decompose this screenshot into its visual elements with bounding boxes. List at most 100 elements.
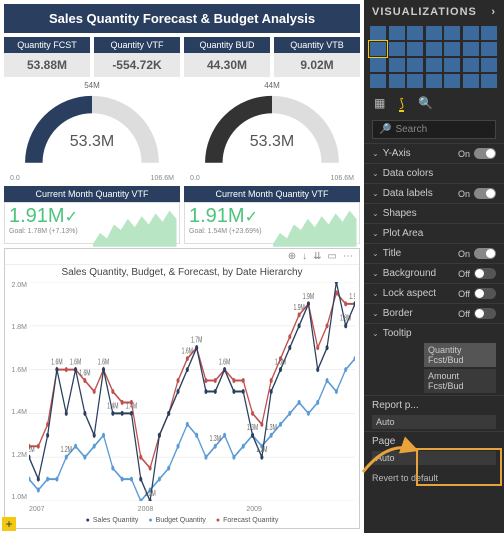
kpi-card[interactable]: Quantity VTB 9.02M <box>274 37 360 77</box>
viz-type-icon[interactable] <box>370 42 386 56</box>
tooltip-option-amt[interactable]: Amount Fcst/Bud <box>424 369 496 393</box>
format-prop[interactable]: ⌄Y-Axis On <box>364 143 504 163</box>
drill-down-icon[interactable]: ⊕ <box>288 251 296 262</box>
viz-type-icon[interactable] <box>463 58 479 72</box>
svg-text:1.3M: 1.3M <box>266 424 277 432</box>
add-page-button[interactable]: + <box>2 517 16 531</box>
toggle[interactable] <box>474 248 496 259</box>
viz-type-icon[interactable] <box>370 58 386 72</box>
kpi-row: Quantity FCST 53.88M Quantity VTF -554.7… <box>4 37 360 77</box>
toggle[interactable] <box>474 268 496 279</box>
svg-text:1.0M: 1.0M <box>144 490 155 498</box>
gauge-card[interactable]: 44M 53.3M 0.0106.6M <box>184 81 360 182</box>
revert-default[interactable]: Revert to default <box>364 467 504 489</box>
kpi-label: Quantity VTF <box>94 37 180 53</box>
vtf-card[interactable]: Current Month Quantity VTF 1.91M✓ Goal: … <box>184 186 360 244</box>
viz-type-icon[interactable] <box>481 58 497 72</box>
kpi-card[interactable]: Quantity FCST 53.88M <box>4 37 90 77</box>
legend-forecast[interactable]: Forecast Quantity <box>216 517 278 524</box>
search-input[interactable]: 🔎 Search <box>372 120 496 139</box>
toggle[interactable] <box>474 288 496 299</box>
report-title: Sales Quantity Forecast & Budget Analysi… <box>4 4 360 33</box>
viz-type-icon[interactable] <box>463 74 479 88</box>
format-tab-icon[interactable]: ⟆ <box>399 96 404 112</box>
chart-title: Sales Quantity, Budget, & Forecast, by D… <box>5 265 359 280</box>
line-chart-card[interactable]: ⊕ ↓ ⇊ ▭ ⋯ Sales Quantity, Budget, & Fore… <box>4 248 360 529</box>
svg-text:1.2M: 1.2M <box>61 446 72 454</box>
viz-type-icon[interactable] <box>426 58 442 72</box>
vtf-row: Current Month Quantity VTF 1.91M✓ Goal: … <box>4 186 360 244</box>
panel-title: VISUALIZATIONS <box>372 6 477 18</box>
gauge-card[interactable]: 54M 53.3M 0.0106.6M <box>4 81 180 182</box>
svg-text:1.3M: 1.3M <box>247 424 258 432</box>
viz-type-icon[interactable] <box>426 42 442 56</box>
viz-type-icon[interactable] <box>444 42 460 56</box>
svg-text:1.6M: 1.6M <box>182 348 193 356</box>
viz-type-icon[interactable] <box>463 42 479 56</box>
viz-type-icon[interactable] <box>389 42 405 56</box>
format-prop[interactable]: ⌄Tooltip <box>364 323 504 343</box>
chart-area: 2.0M1.8M1.6M1.4M1.2M1.0M 1.6M1.6M1.6M1.2… <box>5 280 359 515</box>
viz-type-icon[interactable] <box>407 42 423 56</box>
format-prop[interactable]: ⌄Lock aspect Off <box>364 283 504 303</box>
svg-text:1.9M: 1.9M <box>293 304 304 312</box>
visualizations-panel: VISUALIZATIONS › ▦ ⟆ 🔍 🔎 Search ⌄Y-Axis … <box>364 0 504 533</box>
page-prop: Page <box>364 431 504 451</box>
focus-icon[interactable]: ▭ <box>328 251 337 262</box>
viz-type-icon[interactable] <box>389 26 405 40</box>
format-prop[interactable]: ⌄Plot Area <box>364 223 504 243</box>
viz-type-icon[interactable] <box>444 58 460 72</box>
svg-text:1.6M: 1.6M <box>51 358 62 366</box>
viz-type-icon[interactable] <box>481 26 497 40</box>
viz-type-icon[interactable] <box>426 26 442 40</box>
vtf-card[interactable]: Current Month Quantity VTF 1.91M✓ Goal: … <box>4 186 180 244</box>
viz-type-icon[interactable] <box>463 26 479 40</box>
tooltip-option-qty[interactable]: Quantity Fcst/Bud <box>424 343 496 367</box>
viz-type-icon[interactable] <box>407 26 423 40</box>
legend-budget[interactable]: Budget Quantity <box>148 517 205 524</box>
kpi-card[interactable]: Quantity VTF -554.72K <box>94 37 180 77</box>
toggle[interactable] <box>474 308 496 319</box>
chart-toolbar: ⊕ ↓ ⇊ ▭ ⋯ <box>5 249 359 265</box>
format-prop[interactable]: ⌄Border Off <box>364 303 504 323</box>
report-canvas: Sales Quantity Forecast & Budget Analysi… <box>0 0 364 533</box>
viz-type-icon[interactable] <box>407 74 423 88</box>
kpi-value: -554.72K <box>94 53 180 77</box>
page-dd[interactable]: Auto <box>372 451 496 465</box>
viz-type-icon[interactable] <box>407 58 423 72</box>
legend-sales[interactable]: Sales Quantity <box>86 517 139 524</box>
toggle[interactable] <box>474 188 496 199</box>
viz-type-icon[interactable] <box>370 74 386 88</box>
viz-type-icon[interactable] <box>389 74 405 88</box>
format-properties: ⌄Y-Axis On ⌄Data colors ⌄Data labels On … <box>364 143 504 343</box>
drill-up-icon[interactable]: ↓ <box>302 251 307 262</box>
report-page-dd[interactable]: Auto <box>372 415 496 429</box>
panel-tabs: ▦ ⟆ 🔍 <box>364 92 504 116</box>
svg-text:1.6M: 1.6M <box>79 369 90 377</box>
svg-text:1.3M: 1.3M <box>210 435 221 443</box>
chart-legend: Sales Quantity Budget Quantity Forecast … <box>5 515 359 528</box>
svg-text:1.7M: 1.7M <box>191 337 202 345</box>
expand-icon[interactable]: ⇊ <box>313 251 321 262</box>
format-prop[interactable]: ⌄Title On <box>364 243 504 263</box>
kpi-label: Quantity VTB <box>274 37 360 53</box>
svg-text:1.6M: 1.6M <box>98 358 109 366</box>
collapse-icon[interactable]: › <box>491 6 496 18</box>
fields-tab-icon[interactable]: ▦ <box>374 96 385 112</box>
more-icon[interactable]: ⋯ <box>343 251 353 262</box>
format-prop[interactable]: ⌄Data colors <box>364 163 504 183</box>
kpi-card[interactable]: Quantity BUD 44.30M <box>184 37 270 77</box>
format-prop[interactable]: ⌄Data labels On <box>364 183 504 203</box>
toggle[interactable] <box>474 148 496 159</box>
viz-type-icon[interactable] <box>481 74 497 88</box>
viz-type-icon[interactable] <box>389 58 405 72</box>
viz-type-icon[interactable] <box>426 74 442 88</box>
format-prop[interactable]: ⌄Shapes <box>364 203 504 223</box>
viz-type-icon[interactable] <box>444 74 460 88</box>
gauge-row: 54M 53.3M 0.0106.6M 44M 53.3M 0.0106.6M <box>4 81 360 182</box>
viz-type-icon[interactable] <box>370 26 386 40</box>
viz-type-icon[interactable] <box>481 42 497 56</box>
format-prop[interactable]: ⌄Background Off <box>364 263 504 283</box>
analytics-tab-icon[interactable]: 🔍 <box>418 96 433 112</box>
viz-type-icon[interactable] <box>444 26 460 40</box>
